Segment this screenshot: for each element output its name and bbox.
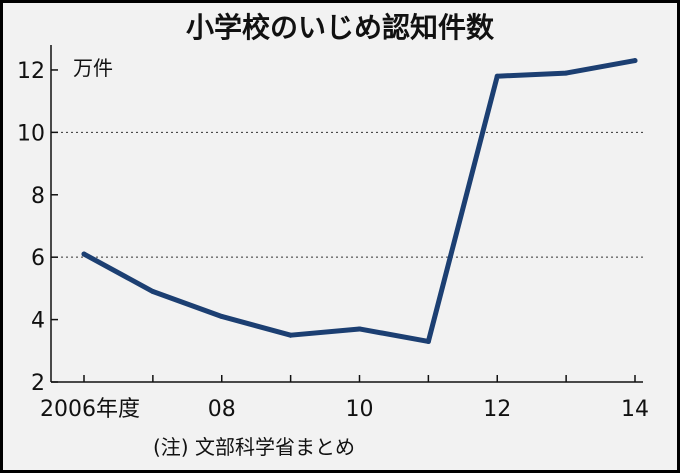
x-tick-label: 08 [208,397,236,422]
y-unit-label: 万件 [73,56,113,80]
series-line [81,58,638,344]
x-tick-label: 2006年度 [40,397,140,422]
y-tick-label: 8 [31,184,45,209]
data-point [563,70,569,76]
series-layer [81,58,638,344]
data-point [357,326,362,332]
line-chart: 小学校のいじめ認知件数 2 4 6 8 10 12 2006年度 08 10 12 14 万件 (… [17,11,649,459]
x-tick-label: 14 [621,397,649,422]
data-point [81,251,87,257]
y-tick-label: 12 [17,59,45,84]
data-point [494,73,500,79]
x-tick-label: 10 [346,397,374,422]
y-tick-label: 10 [17,121,45,146]
y-tick-label: 2 [31,371,45,396]
data-point [219,313,225,319]
source-note: (注) 文部科学省まとめ [153,435,355,459]
x-axis-ticks: 2006年度 08 10 12 14 [40,375,649,422]
chart-frame: 小学校のいじめ認知件数 2 4 6 8 10 12 2006年度 08 10 12 14 万件 (… [3,3,677,470]
data-point [288,332,294,338]
y-axis-ticks: 2 4 6 8 10 12 [17,59,58,396]
gridlines [51,131,643,258]
data-point [425,338,431,344]
x-tick-label: 12 [483,397,511,422]
y-tick-label: 6 [31,246,45,271]
data-point [150,289,156,295]
axes [50,45,643,383]
chart-title: 小学校のいじめ認知件数 [186,11,495,44]
y-tick-label: 4 [31,309,45,334]
data-point [632,58,638,64]
